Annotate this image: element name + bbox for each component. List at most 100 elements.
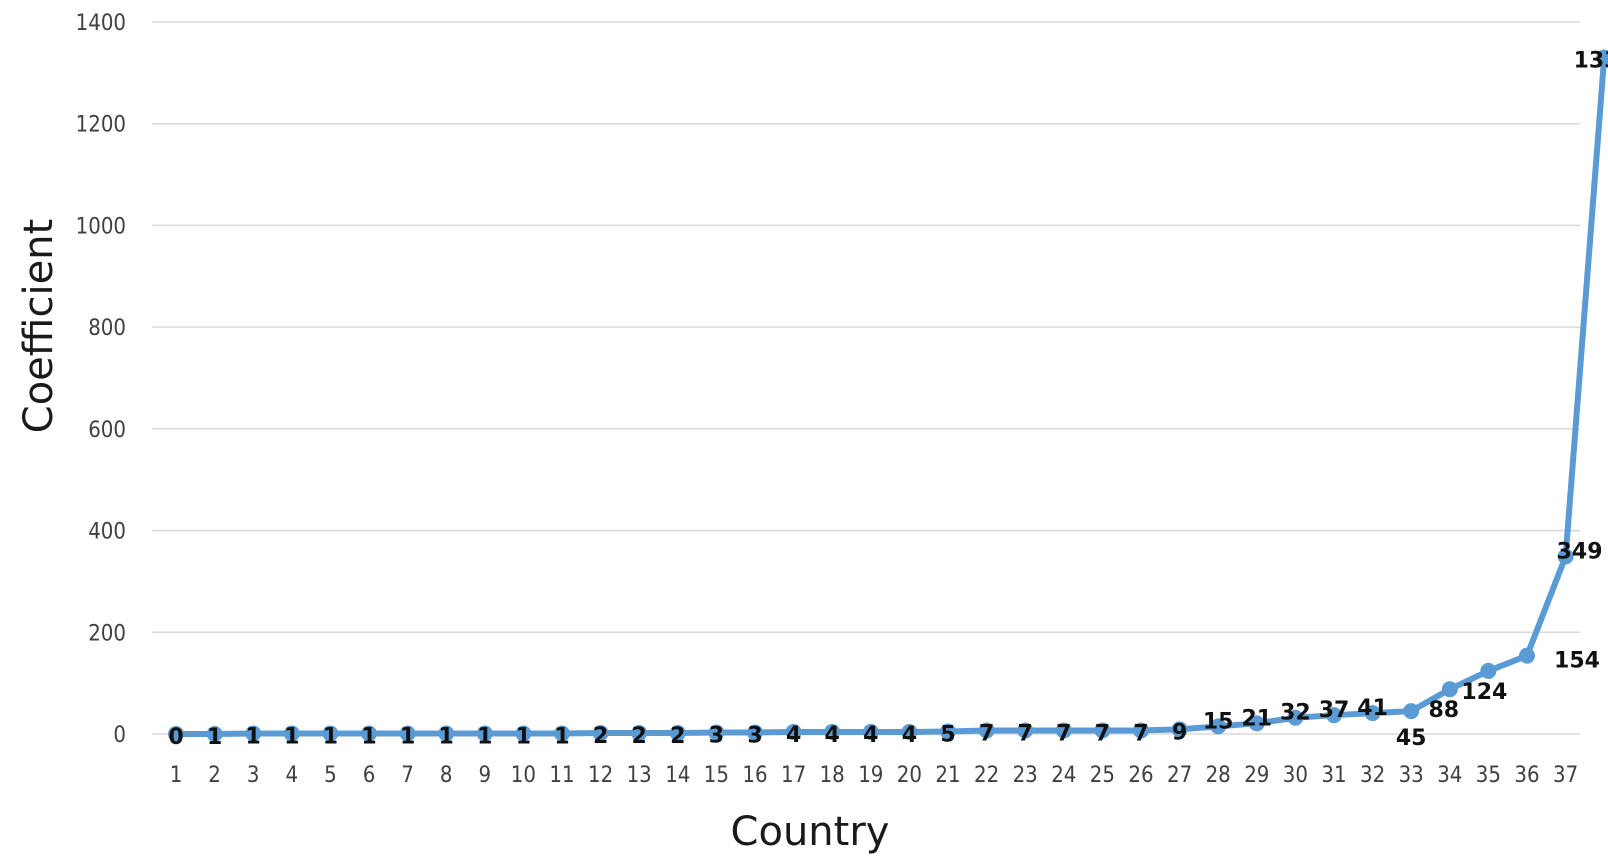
data-label: 7	[1018, 721, 1033, 746]
data-point	[554, 725, 570, 742]
data-point	[1326, 707, 1342, 724]
data-label: 1	[246, 724, 261, 749]
data-label: 7	[979, 721, 994, 746]
data-label: 9	[1172, 720, 1187, 745]
data-point	[1210, 718, 1227, 735]
x-tick-label: 7	[401, 763, 414, 788]
data-point	[245, 725, 262, 742]
x-tick-label: 20	[897, 763, 922, 788]
x-tick-label: 23	[1013, 763, 1038, 788]
x-tick-label: 10	[511, 763, 536, 788]
x-tick-label: 32	[1360, 763, 1385, 788]
data-label: 1	[400, 724, 415, 749]
x-tick-label: 19	[858, 763, 883, 788]
x-tick-label: 29	[1244, 763, 1269, 788]
x-tick-label: 36	[1514, 763, 1539, 788]
data-point	[1017, 722, 1034, 739]
x-tick-label: 33	[1399, 763, 1424, 788]
data-point	[1441, 681, 1458, 698]
x-tick-label: 1	[170, 763, 183, 788]
data-label: 7	[1133, 721, 1148, 746]
data-label: 1330	[1574, 49, 1608, 74]
y-tick-label: 800	[88, 316, 126, 341]
data-point	[206, 726, 223, 742]
x-tick-label: 34	[1437, 763, 1462, 788]
y-tick-label: 1000	[76, 214, 126, 239]
x-tick-label: 12	[588, 763, 613, 788]
data-label: 3	[747, 723, 762, 748]
x-tick-label: 24	[1051, 763, 1076, 788]
x-tick-label: 25	[1090, 763, 1115, 788]
data-point	[399, 725, 416, 742]
y-tick-label: 1400	[76, 11, 126, 36]
x-tick-label: 11	[549, 763, 574, 788]
x-tick-label: 9	[479, 763, 492, 788]
data-label: 2	[670, 724, 685, 749]
y-tick-label: 1200	[76, 113, 126, 138]
data-label: 4	[786, 723, 801, 748]
data-point	[901, 723, 918, 740]
x-tick-label: 28	[1206, 763, 1231, 788]
data-point	[862, 723, 879, 740]
x-tick-label: 3	[247, 763, 260, 788]
x-tick-label: 30	[1283, 763, 1308, 788]
data-label: 4	[863, 723, 878, 748]
data-label: 1	[323, 724, 338, 749]
data-label: 1	[439, 724, 454, 749]
data-label: 1	[207, 725, 222, 750]
x-tick-label: 37	[1553, 763, 1578, 788]
x-axis-title: Country	[731, 809, 890, 855]
x-tick-label: 5	[324, 763, 337, 788]
x-tick-label: 14	[665, 763, 690, 788]
x-tick-label: 2	[208, 763, 221, 788]
data-label: 4	[825, 723, 840, 748]
data-label: 15	[1203, 709, 1234, 734]
y-axis-title: Coefficient	[16, 219, 62, 433]
x-tick-label: 6	[363, 763, 376, 788]
y-tick-label: 0	[113, 723, 126, 748]
data-label: 0	[168, 725, 183, 750]
data-point	[1287, 709, 1304, 726]
data-point	[515, 725, 532, 742]
x-tick-label: 13	[627, 763, 652, 788]
x-tick-label: 17	[781, 763, 806, 788]
data-label: 7	[1056, 721, 1071, 746]
x-tick-label: 26	[1128, 763, 1153, 788]
data-label: 1	[284, 724, 299, 749]
data-labels: 0 1 1 1 1 1 1 1 1 1 1 2 2 2 3 3 4 4 4 4 5 7 7 7 7 7 9 15 21 32 37 41458…	[168, 49, 1608, 752]
data-point	[1557, 548, 1574, 565]
data-point	[1403, 703, 1420, 720]
y-tick-label: 400	[88, 520, 126, 545]
data-label: 1	[361, 724, 376, 749]
data-point	[631, 724, 648, 741]
data-point	[1133, 722, 1149, 739]
data-label: 45	[1396, 726, 1427, 751]
data-point	[361, 725, 377, 742]
data-point	[940, 723, 956, 740]
data-label: 154	[1554, 649, 1600, 674]
data-point	[1596, 49, 1608, 66]
x-tick-label: 15	[704, 763, 729, 788]
x-tick-label: 22	[974, 763, 999, 788]
data-label: 1	[554, 724, 569, 749]
data-point	[824, 723, 841, 740]
y-tick-label: 600	[88, 418, 126, 443]
data-point	[1480, 662, 1497, 679]
data-point	[476, 725, 493, 742]
data-point	[1248, 715, 1265, 732]
x-tick-label: 18	[820, 763, 845, 788]
data-point	[708, 724, 725, 741]
data-label: 2	[632, 724, 647, 749]
data-label: 88	[1428, 698, 1459, 723]
data-point	[438, 725, 455, 742]
gridlines	[152, 21, 1580, 735]
data-label: 124	[1461, 680, 1507, 705]
y-axis-ticks: 0 200 400 600 800 1000 1200 1400	[76, 11, 126, 748]
x-tick-label: 27	[1167, 763, 1192, 788]
data-label: 32	[1280, 701, 1311, 726]
data-point	[1519, 647, 1535, 664]
data-label: 1	[516, 724, 531, 749]
data-point	[669, 724, 686, 741]
data-point	[168, 726, 184, 742]
x-tick-label: 21	[935, 763, 960, 788]
